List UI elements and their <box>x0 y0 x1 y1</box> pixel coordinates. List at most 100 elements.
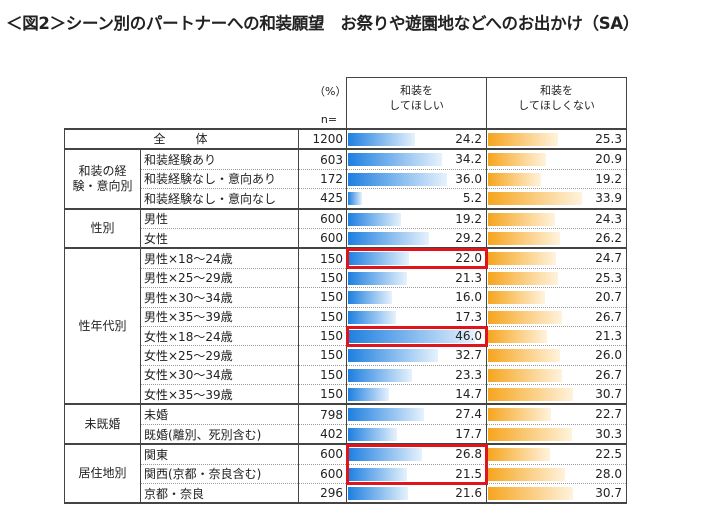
sample-size: 150 <box>298 306 347 327</box>
value-label: 20.9 <box>595 152 622 167</box>
sample-size: 798 <box>298 403 347 425</box>
table-row: 女性×30～34歳 150 23.3 26.7 <box>65 364 627 385</box>
table-row: 既婚(離別、死別含む) 402 17.7 30.3 <box>65 423 627 445</box>
bar-want <box>348 252 409 266</box>
row-label: 女性×18～24歳 <box>140 325 299 346</box>
table-row: 女性×35～39歳 150 14.7 30.7 <box>65 384 627 405</box>
bar-not-want <box>488 212 556 226</box>
bar-cell: 22.5 <box>486 443 627 465</box>
bar-not-want <box>488 310 562 324</box>
row-label: 関西(京都・奈良含む) <box>140 463 299 484</box>
group-label: 和装の経験・意向別 <box>64 148 141 210</box>
bar-want <box>348 329 475 343</box>
value-label: 16.0 <box>455 290 482 305</box>
bar-cell: 26.7 <box>486 306 627 327</box>
bar-want <box>348 291 393 305</box>
bar-cell: 16.0 <box>346 287 487 308</box>
value-label: 26.0 <box>595 348 622 363</box>
row-label: 女性×30～34歳 <box>140 364 299 385</box>
value-label: 19.2 <box>455 211 482 226</box>
value-label: 22.7 <box>595 407 622 422</box>
header-want: 和装を してほしい <box>346 77 487 128</box>
bar-cell: 28.0 <box>486 463 627 484</box>
sample-size: 150 <box>298 287 347 308</box>
row-label: 女性 <box>140 227 299 249</box>
sample-size: 402 <box>298 423 347 445</box>
bar-not-want <box>488 153 546 167</box>
row-label: 男性×30～34歳 <box>140 287 299 308</box>
group-label: 性別 <box>64 207 141 250</box>
bar-not-want <box>488 329 547 343</box>
bar-cell: 22.7 <box>486 403 627 425</box>
results-table: 全 体 1200 24.2 25.3 和装の経験・意向別 和装経験あり 603 34.2 20.… <box>64 127 627 505</box>
row-label: 和装経験あり <box>140 148 299 170</box>
row-label: 女性×35～39歳 <box>140 384 299 405</box>
bar-want <box>348 427 397 441</box>
bar-cell: 33.9 <box>486 188 627 209</box>
bar-want <box>348 487 408 501</box>
value-label: 26.8 <box>455 447 482 462</box>
bar-want <box>348 212 401 226</box>
bar-cell: 26.7 <box>486 364 627 385</box>
value-label: 14.7 <box>455 387 482 402</box>
table-row: 女性×18～24歳 150 46.0 21.3 <box>65 325 627 346</box>
sample-size: 150 <box>298 247 347 269</box>
bar-want <box>348 231 429 245</box>
bar-not-want <box>488 252 557 266</box>
bar-not-want <box>488 349 560 363</box>
bar-cell: 21.5 <box>346 463 487 484</box>
bar-not-want <box>488 388 573 402</box>
bar-cell: 26.8 <box>346 443 487 465</box>
header-not-want: 和装を してほしくない <box>486 77 627 128</box>
value-label: 46.0 <box>455 328 482 343</box>
bar-not-want <box>488 467 566 481</box>
table-row: 和装経験なし・意向なし 425 5.2 33.9 <box>65 188 627 209</box>
sample-size: 600 <box>298 463 347 484</box>
group-label: 全 体 <box>64 127 299 151</box>
table-row: 和装経験なし・意向あり 172 36.0 19.2 <box>65 168 627 189</box>
bar-not-want <box>488 487 573 501</box>
bar-cell: 24.3 <box>486 207 627 229</box>
sample-size: 150 <box>298 384 347 405</box>
row-label: 男性×25～29歳 <box>140 267 299 288</box>
table-row: 女性 600 29.2 26.2 <box>65 227 627 249</box>
bar-cell: 26.0 <box>486 345 627 366</box>
table-row: 男性×35～39歳 150 17.3 26.7 <box>65 306 627 327</box>
sample-size: 425 <box>298 188 347 209</box>
value-label: 25.3 <box>595 132 622 146</box>
bar-want <box>348 172 448 186</box>
bar-want <box>348 388 389 402</box>
row-label: 京都・奈良 <box>140 483 299 505</box>
bar-cell: 20.9 <box>486 148 627 170</box>
bar-cell: 26.2 <box>486 227 627 249</box>
value-label: 26.7 <box>595 367 622 382</box>
row-label: 既婚(離別、死別含む) <box>140 423 299 445</box>
value-label: 24.2 <box>455 132 482 146</box>
bar-cell: 25.3 <box>486 127 627 150</box>
bar-not-want <box>488 192 582 206</box>
bar-want <box>348 448 422 462</box>
table-row: 関西(京都・奈良含む) 600 21.5 28.0 <box>65 463 627 484</box>
value-label: 26.2 <box>595 230 622 245</box>
bar-want <box>348 153 443 167</box>
table-row: 女性×25～29歳 150 32.7 26.0 <box>65 345 627 366</box>
value-label: 36.0 <box>455 171 482 186</box>
bar-cell: 23.3 <box>346 364 487 385</box>
row-label: 男性×18～24歳 <box>140 247 299 269</box>
bar-want <box>348 349 439 363</box>
group-label: 居住地別 <box>64 443 141 505</box>
bar-not-want <box>488 133 558 146</box>
bar-cell: 17.3 <box>346 306 487 327</box>
value-label: 21.5 <box>455 466 482 481</box>
bar-cell: 22.0 <box>346 247 487 269</box>
bar-want <box>348 467 408 481</box>
bar-not-want <box>488 291 546 305</box>
bar-cell: 21.6 <box>346 483 487 505</box>
bar-cell: 14.7 <box>346 384 487 405</box>
bar-not-want <box>488 448 551 462</box>
table-row: 京都・奈良 296 21.6 30.7 <box>65 483 627 505</box>
value-label: 21.3 <box>455 270 482 285</box>
bar-cell: 21.3 <box>346 267 487 288</box>
value-label: 5.2 <box>462 191 482 206</box>
value-label: 34.2 <box>455 152 482 167</box>
